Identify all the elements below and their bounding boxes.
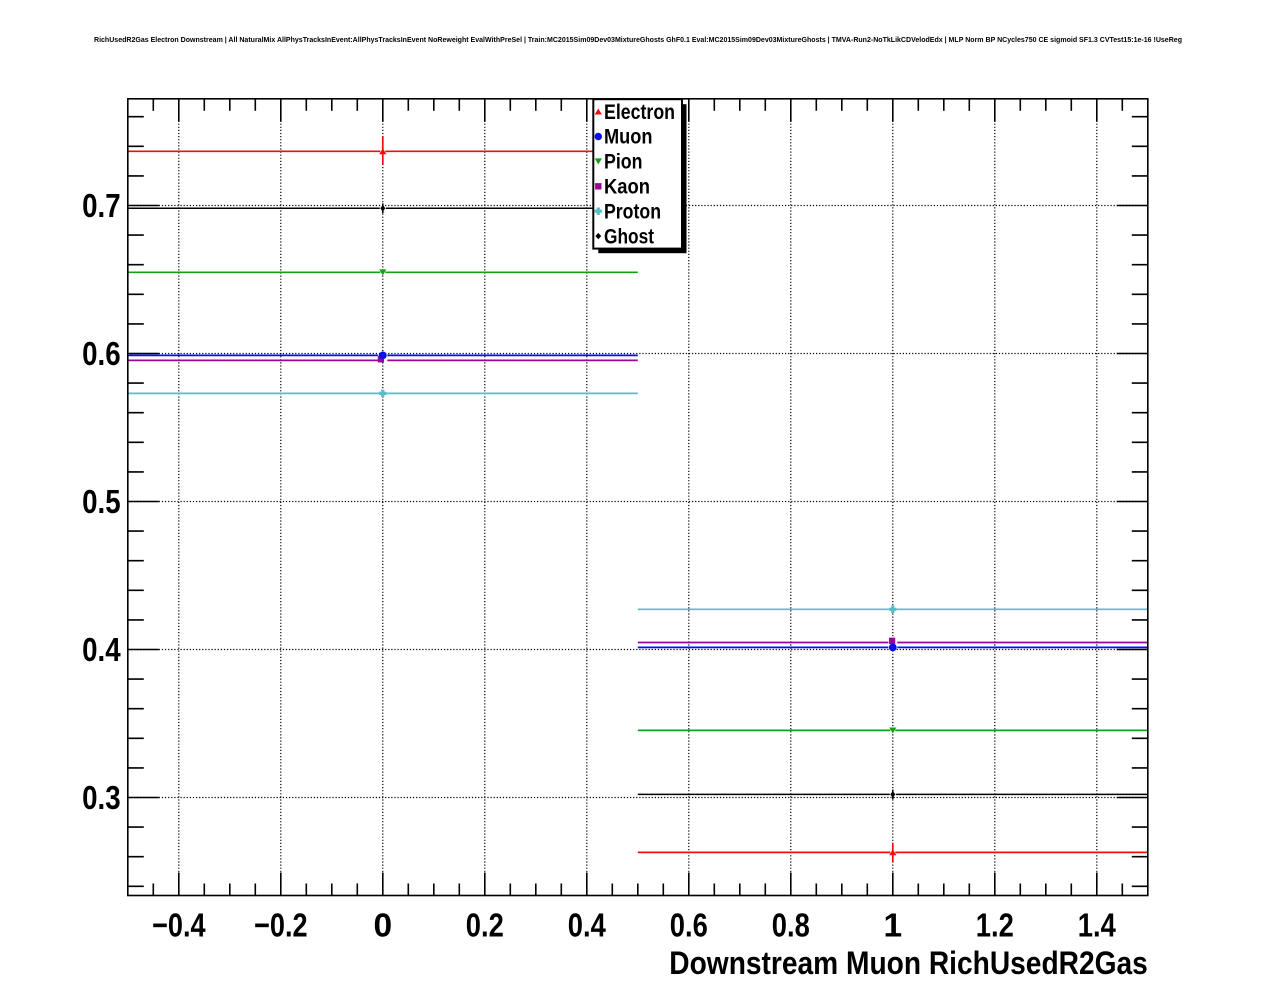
- svg-text:1.4: 1.4: [1078, 907, 1116, 944]
- svg-text:−0.2: −0.2: [254, 907, 308, 944]
- svg-text:−0.4: −0.4: [152, 907, 206, 944]
- svg-text:1.2: 1.2: [976, 907, 1014, 944]
- svg-text:Ghost: Ghost: [604, 225, 654, 248]
- svg-text:Electron: Electron: [604, 101, 675, 124]
- svg-text:0.6: 0.6: [670, 907, 708, 944]
- svg-text:0.3: 0.3: [82, 780, 121, 817]
- svg-text:RichUsedR2Gas Electron Downstr: RichUsedR2Gas Electron Downstream | All …: [94, 35, 1182, 44]
- svg-text:0.8: 0.8: [772, 907, 810, 944]
- svg-text:1: 1: [883, 907, 902, 944]
- svg-text:0.4: 0.4: [82, 632, 121, 669]
- svg-text:Proton: Proton: [604, 200, 661, 223]
- svg-text:Kaon: Kaon: [604, 176, 650, 199]
- svg-text:0.6: 0.6: [82, 336, 121, 373]
- svg-text:0.5: 0.5: [82, 484, 121, 521]
- svg-text:Pion: Pion: [604, 151, 643, 174]
- svg-text:0: 0: [373, 907, 392, 944]
- svg-text:Downstream Muon RichUsedR2Gas: Downstream Muon RichUsedR2Gas: [669, 945, 1148, 981]
- svg-text:Muon: Muon: [604, 126, 653, 149]
- svg-text:0.7: 0.7: [82, 188, 121, 225]
- svg-text:0.4: 0.4: [568, 907, 606, 944]
- svg-text:0.2: 0.2: [466, 907, 504, 944]
